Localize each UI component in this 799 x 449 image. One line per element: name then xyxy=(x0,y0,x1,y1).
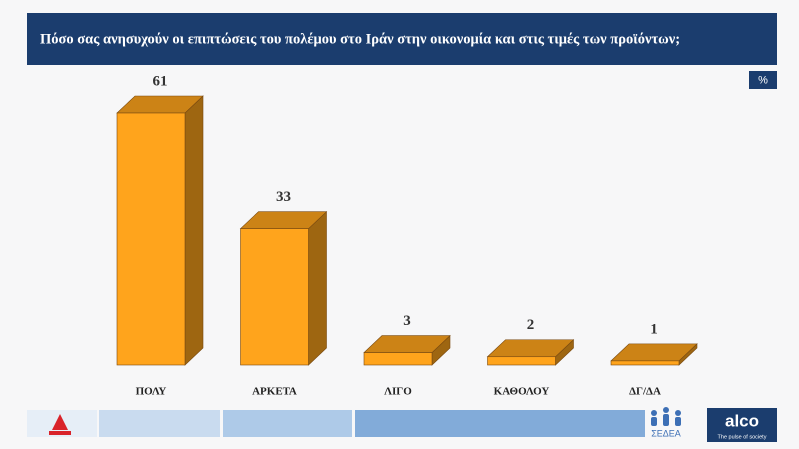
bar xyxy=(240,228,309,366)
chart-title: Πόσο σας ανησυχούν οι επιπτώσεις του πολ… xyxy=(40,31,680,47)
sedea-icon xyxy=(651,407,681,426)
alco-logo xyxy=(707,408,777,442)
bar xyxy=(487,356,556,366)
x-tick-label: ΛΙΓΟ xyxy=(384,386,412,398)
x-tick-label: ΠΟΛΥ xyxy=(136,386,167,398)
footer-band xyxy=(355,410,645,437)
alco-label: alco xyxy=(725,411,759,430)
sedea-label: ΣΕΔΕΑ xyxy=(651,428,681,438)
footer-band xyxy=(223,410,352,437)
data-label: 33 xyxy=(276,189,291,205)
unit-label: % xyxy=(758,74,768,86)
x-tick-label: ΚΑΘΟΛΟΥ xyxy=(494,386,550,398)
footer-band xyxy=(99,410,220,437)
bar xyxy=(610,360,680,366)
bar-side xyxy=(184,95,204,366)
x-tick-label: ΑΡΚΕΤΑ xyxy=(252,386,297,398)
data-label: 1 xyxy=(650,321,658,337)
x-tick-label: ΔΓ/ΔΑ xyxy=(629,386,661,398)
data-label: 3 xyxy=(403,313,411,329)
alco-tagline: The pulse of society xyxy=(718,434,767,440)
title-bar xyxy=(27,13,777,65)
footer: ΣΕΔΕΑ alco The pulse of society xyxy=(27,407,777,442)
bar xyxy=(116,112,186,366)
data-label: 2 xyxy=(527,317,535,333)
broadcaster-logo xyxy=(49,414,71,435)
bar xyxy=(363,352,433,366)
data-label: 61 xyxy=(153,73,168,89)
unit-badge xyxy=(749,71,777,89)
bar-side xyxy=(308,210,327,366)
